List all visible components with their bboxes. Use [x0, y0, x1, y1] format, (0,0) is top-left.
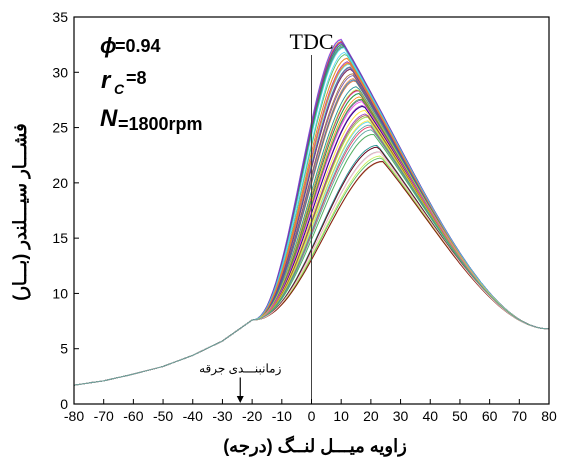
- y-tick-label: 35: [52, 9, 68, 25]
- x-axis-ticks: -80 -70 -60 -50 -40 -30 -20 -10 0 10 20 30 40 50 60 70 8…: [64, 399, 557, 424]
- x-tick-label: 20: [363, 408, 379, 424]
- parameter-box: ϕ =0.94 r C =8 N =1800rpm: [100, 33, 203, 134]
- x-tick-label: -20: [242, 408, 262, 424]
- spark-timing-arrowhead: [236, 396, 244, 403]
- y-tick-label: 25: [52, 120, 68, 136]
- x-tick-label: 40: [422, 408, 438, 424]
- x-tick-label: 50: [452, 408, 468, 424]
- x-tick-label: -50: [153, 408, 173, 424]
- phi-value: =0.94: [115, 36, 161, 56]
- x-tick-label: -70: [94, 408, 114, 424]
- x-tick-label: -30: [212, 408, 232, 424]
- cycle-curve: [73, 124, 550, 386]
- x-tick-label: 80: [541, 408, 557, 424]
- rc-value: =8: [126, 68, 147, 88]
- rc-subscript: C: [114, 81, 125, 97]
- y-tick-label: 20: [52, 175, 68, 191]
- y-tick-label: 30: [52, 64, 68, 80]
- phi-symbol: ϕ: [100, 33, 117, 58]
- x-tick-label: 60: [482, 408, 498, 424]
- x-tick-label: -80: [64, 408, 84, 424]
- cycle-curves: [73, 38, 550, 386]
- tdc-label: TDC: [290, 29, 334, 54]
- y-axis-ticks: 0 5 10 15 20 25 30 35: [52, 9, 79, 412]
- y-axis-label: فشـــار سیـــلندر (بـــار): [10, 123, 31, 301]
- x-tick-label: -40: [183, 408, 203, 424]
- x-tick-label: -60: [123, 408, 143, 424]
- rc-symbol: r: [101, 67, 112, 94]
- spark-timing-label: زمانبنـــدی جرقه: [199, 361, 281, 375]
- n-symbol: N: [100, 105, 118, 132]
- y-tick-label: 15: [52, 230, 68, 246]
- x-tick-label: 10: [333, 408, 349, 424]
- x-tick-label: 30: [393, 408, 409, 424]
- y-tick-label: 5: [60, 341, 68, 357]
- x-tick-label: -10: [272, 408, 292, 424]
- x-axis-label: زاویه میـــل لنــگ (درجه): [223, 435, 407, 457]
- x-tick-label: 0: [308, 408, 316, 424]
- x-tick-label: 70: [512, 408, 528, 424]
- y-tick-label: 0: [60, 396, 68, 412]
- n-value: =1800rpm: [118, 114, 203, 134]
- y-tick-label: 10: [52, 285, 68, 301]
